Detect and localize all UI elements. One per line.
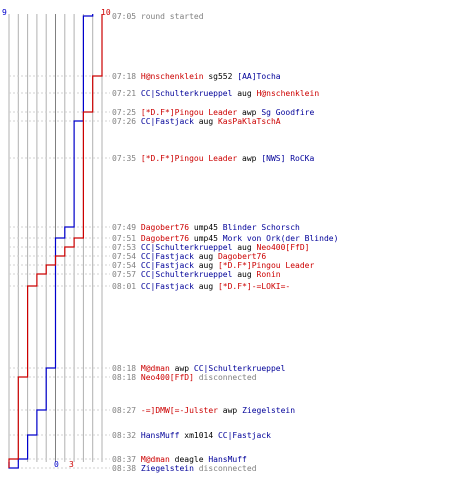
blue-player-name: CC|Schulterkrueppel (140, 243, 233, 252)
event-time: 08:27 (112, 406, 141, 415)
event-text: awp (237, 108, 262, 117)
blue-end-count: 0 (54, 460, 59, 469)
event-time: 08:38 (112, 464, 141, 473)
kill-log-row: 07:05 round started (112, 12, 204, 21)
kill-log-row: 07:21 CC|Schulterkrueppel aug H@nschenkl… (112, 89, 319, 98)
event-time: 07:18 (112, 72, 141, 81)
event-text: ump45 (189, 223, 223, 232)
red-player-name: [*D.F*]-=LOKI=- (217, 282, 291, 291)
event-time: 08:37 (112, 455, 141, 464)
event-text: aug (193, 117, 218, 126)
event-text: aug (193, 282, 218, 291)
red-player-name: H@nschenklein (256, 89, 320, 98)
red-team-alive-line (8, 14, 103, 468)
kill-log-row: 08:37 M@dman deagle HansMuff (112, 455, 247, 464)
red-player-name: Dagobert76 (140, 234, 190, 243)
red-player-name: H@nschenklein (140, 72, 204, 81)
red-player-name: [*D.F*]Pingou Leader (217, 261, 315, 270)
event-time: 07:57 (112, 270, 141, 279)
blue-player-name: CC|Fastjack (217, 431, 271, 440)
red-player-name: Dagobert76 (217, 252, 267, 261)
red-player-name: [*D.F*]Pingou Leader (140, 108, 238, 117)
event-text: awp (217, 406, 243, 415)
blue-player-name: Blinder Schorsch (222, 223, 300, 232)
event-text: deagle (169, 455, 209, 464)
event-text: awp (237, 154, 262, 163)
blue-player-name: CC|Schulterkrueppel (140, 89, 233, 98)
kill-log-row: 08:01 CC|Fastjack aug [*D.F*]-=LOKI=- (112, 282, 290, 291)
blue-player-name: CC|Fastjack (140, 252, 194, 261)
blue-player-name: Sg Goodfire (261, 108, 315, 117)
event-time: 07:35 (112, 154, 141, 163)
event-text: awp (169, 364, 194, 373)
event-time: 08:32 (112, 431, 141, 440)
blue-player-name: CC|Schulterkrueppel (193, 364, 286, 373)
kill-log-row: 07:57 CC|Schulterkrueppel aug Ronin (112, 270, 281, 279)
event-text: aug (232, 270, 257, 279)
event-time: 08:18 (112, 364, 141, 373)
blue-player-name: HansMuff (140, 431, 180, 440)
event-time: 07:53 (112, 243, 141, 252)
event-time: 08:18 (112, 373, 141, 382)
blue-player-name: [NWS] RoCKa (261, 154, 315, 163)
event-text: aug (193, 252, 218, 261)
event-text: xm1014 (179, 431, 218, 440)
red-end-count: 3 (69, 460, 74, 469)
kill-log-row: 07:35 [*D.F*]Pingou Leader awp [NWS] RoC… (112, 154, 314, 163)
event-text: aug (232, 89, 257, 98)
event-time: 07:26 (112, 117, 141, 126)
blue-player-name: CC|Schulterkrueppel (140, 270, 233, 279)
red-player-name: Ronin (256, 270, 281, 279)
event-text: disconnected (193, 373, 257, 382)
kill-log-row: 08:18 Neo400[FfD] disconnected (112, 373, 257, 382)
event-time: 07:54 (112, 261, 141, 270)
kill-log-row: 08:32 HansMuff xm1014 CC|Fastjack (112, 431, 271, 440)
kill-log-row: 08:18 M@dman awp CC|Schulterkrueppel (112, 364, 285, 373)
blue-player-name: CC|Fastjack (140, 261, 194, 270)
event-time: 07:21 (112, 89, 141, 98)
kill-log-row: 07:26 CC|Fastjack aug KasPaKlaTschA (112, 117, 281, 126)
event-text: ump45 (189, 234, 223, 243)
kill-log-row: 07:49 Dagobert76 ump45 Blinder Schorsch (112, 223, 300, 232)
event-time: 07:54 (112, 252, 141, 261)
kill-log-row: 08:38 Ziegelstein disconnected (112, 464, 257, 473)
kill-log-row: 07:25 [*D.F*]Pingou Leader awp Sg Goodfi… (112, 108, 314, 117)
kill-log-row: 07:53 CC|Schulterkrueppel aug Neo400[FfD… (112, 243, 310, 252)
event-time: 07:05 (112, 12, 141, 21)
red-player-name: M@dman (140, 364, 170, 373)
kill-log-row: 07:54 CC|Fastjack aug [*D.F*]Pingou Lead… (112, 261, 314, 270)
event-text: aug (232, 243, 257, 252)
red-player-name: Neo400[FfD] (140, 373, 194, 382)
blue-player-name: CC|Fastjack (140, 282, 194, 291)
red-player-name: -=]DMW[=-Julster (140, 406, 218, 415)
event-text: sg552 (203, 72, 238, 81)
kill-log-row: 08:27 -=]DMW[=-Julster awp Ziegelstein (112, 406, 295, 415)
event-time: 07:25 (112, 108, 141, 117)
red-player-name: [*D.F*]Pingou Leader (140, 154, 238, 163)
kill-log-row: 07:18 H@nschenklein sg552 [AA]Tocha (112, 72, 281, 81)
blue-start-count: 9 (2, 8, 7, 17)
blue-player-name: Ziegelstein (140, 464, 194, 473)
blue-player-name: Ziegelstein (242, 406, 296, 415)
red-player-name: KasPaKlaTschA (217, 117, 281, 126)
red-start-count: 10 (101, 8, 111, 17)
blue-player-name: [AA]Tocha (237, 72, 281, 81)
red-player-name: Dagobert76 (140, 223, 190, 232)
blue-player-name: CC|Fastjack (140, 117, 194, 126)
blue-player-name: HansMuff (208, 455, 247, 464)
event-time: 08:01 (112, 282, 141, 291)
event-text: round started (140, 12, 204, 21)
event-text: aug (193, 261, 218, 270)
kill-log-row: 07:51 Dagobert76 ump45 Mork von Ork(der … (112, 234, 338, 243)
blue-player-name: Mork von Ork(der Blinde) (222, 234, 339, 243)
event-time: 07:51 (112, 234, 141, 243)
kill-log-row: 07:54 CC|Fastjack aug Dagobert76 (112, 252, 266, 261)
event-text: disconnected (193, 464, 257, 473)
event-time: 07:49 (112, 223, 141, 232)
red-player-name: Neo400[FfD] (256, 243, 310, 252)
red-player-name: M@dman (140, 455, 170, 464)
